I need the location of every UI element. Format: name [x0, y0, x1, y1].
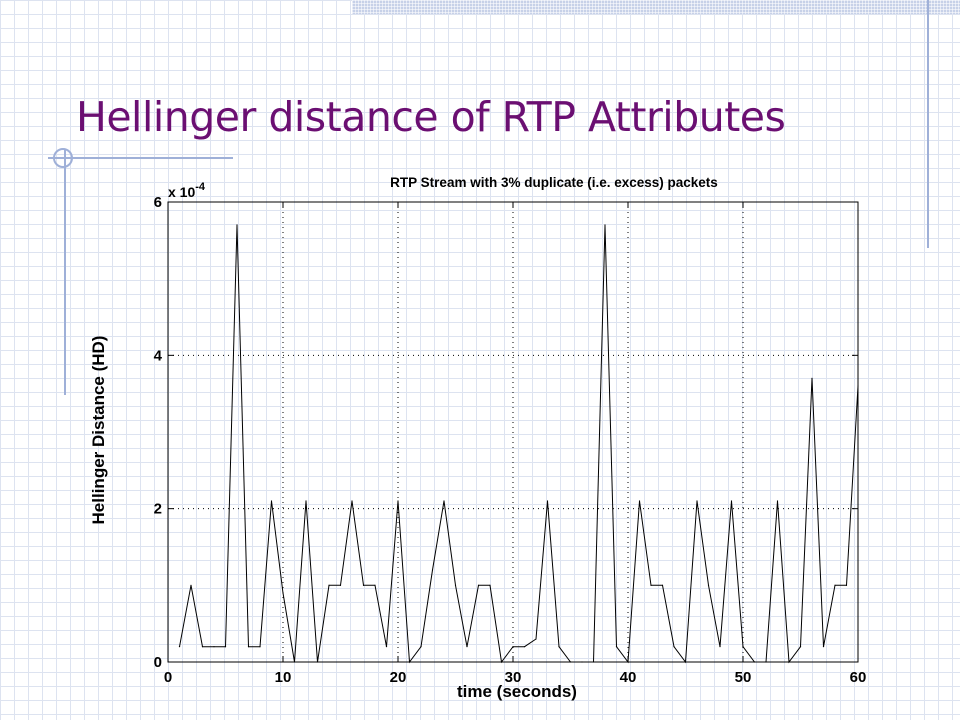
data-point	[190, 584, 192, 586]
tick-labels: 0 10 20 30 40 50 60 0 2 4 6	[154, 194, 867, 686]
title-underline	[48, 157, 233, 159]
data-point	[316, 661, 319, 663]
data-point	[213, 646, 215, 648]
x-tick-label: 50	[735, 669, 752, 686]
data-point	[615, 646, 618, 648]
x-tick-label: 20	[390, 669, 407, 686]
data-point	[788, 661, 790, 663]
data-point	[477, 584, 480, 586]
x-tick-label: 40	[620, 669, 637, 686]
data-point	[293, 661, 296, 663]
data-point	[500, 661, 503, 663]
data-point	[799, 646, 802, 648]
data-point	[592, 661, 595, 663]
x-tick-label: 0	[164, 669, 172, 686]
data-point	[776, 500, 779, 502]
data-point	[443, 500, 445, 502]
data-point	[857, 385, 859, 387]
top-decor-band	[352, 0, 960, 14]
data-point	[362, 584, 365, 586]
data-point	[753, 661, 756, 663]
y-tick-label: 6	[154, 194, 162, 211]
data-point	[236, 224, 238, 226]
data-point	[765, 661, 767, 663]
data-point	[834, 584, 836, 586]
data-point	[259, 646, 261, 648]
data-point	[397, 500, 399, 502]
data-point	[270, 500, 273, 502]
grid-lines	[168, 202, 858, 662]
data-points	[178, 224, 859, 663]
data-point	[351, 500, 353, 502]
x-tick-label: 10	[275, 669, 292, 686]
data-point	[201, 646, 204, 648]
data-point	[489, 584, 491, 586]
data-point	[247, 646, 250, 648]
data-point	[558, 646, 560, 648]
data-point	[178, 646, 181, 648]
y-axis-label: Hellinger Distance (HD)	[89, 336, 108, 525]
y-tick-label: 0	[154, 654, 162, 671]
y-axis-multiplier: x 10-4	[168, 181, 206, 200]
data-point	[328, 584, 330, 586]
x-tick-label: 60	[850, 669, 867, 686]
data-point	[546, 500, 549, 502]
y-tick-label: 4	[154, 347, 163, 364]
data-point	[604, 224, 606, 226]
data-point	[581, 661, 583, 663]
data-point	[523, 646, 526, 648]
data-point	[673, 646, 675, 648]
left-decor-line	[64, 150, 66, 395]
data-point	[408, 661, 411, 663]
data-point	[535, 638, 537, 640]
data-point	[684, 661, 687, 663]
data-point	[420, 646, 422, 648]
data-point	[661, 584, 664, 586]
data-point	[385, 646, 388, 648]
chart-title: RTP Stream with 3% duplicate (i.e. exces…	[390, 175, 718, 190]
data-point	[730, 500, 733, 502]
data-point	[719, 646, 721, 648]
right-decor-line	[927, 0, 929, 248]
decor-ring	[53, 148, 73, 168]
data-point	[282, 592, 284, 594]
x-tick-label: 30	[505, 669, 522, 686]
series-line	[179, 224, 859, 664]
y-tick-label: 2	[154, 501, 162, 518]
slide-title: Hellinger distance of RTP Attributes	[76, 93, 786, 141]
data-point	[454, 584, 457, 586]
data-point	[811, 377, 813, 379]
data-point	[512, 646, 514, 648]
data-point	[707, 584, 710, 586]
data-point	[845, 584, 848, 586]
data-point	[224, 646, 227, 648]
data-point	[742, 646, 744, 648]
data-point	[431, 569, 434, 571]
data-point	[638, 500, 641, 502]
data-point	[822, 646, 825, 648]
data-point	[650, 584, 652, 586]
data-point	[569, 661, 572, 663]
data-point	[696, 500, 698, 502]
data-point	[627, 661, 629, 663]
data-point	[374, 584, 376, 586]
x-axis-label: time (seconds)	[457, 682, 577, 701]
data-point	[466, 646, 468, 648]
data-point	[305, 500, 307, 502]
data-point	[339, 584, 342, 586]
